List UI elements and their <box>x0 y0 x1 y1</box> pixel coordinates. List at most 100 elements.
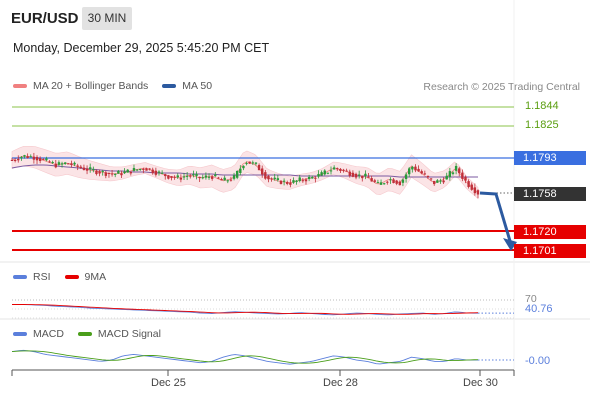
level-s1-tag: 1.1720 <box>514 225 586 239</box>
candle-body <box>35 156 39 161</box>
candle-body <box>245 163 248 165</box>
candle-body <box>279 180 283 184</box>
candle-body <box>17 158 20 161</box>
candle-body <box>451 172 455 174</box>
candle-body <box>10 160 14 161</box>
candle-body <box>423 173 427 175</box>
candle-body <box>185 175 189 177</box>
legend-item-ma50: MA 50 <box>162 80 212 92</box>
candle-body <box>370 178 373 182</box>
candle-body <box>235 170 239 178</box>
macd-value-label: -0.00 <box>525 355 551 367</box>
candle-body <box>289 182 292 185</box>
legend-swatch-rsi <box>13 275 27 279</box>
legend-item-rsi: RSI <box>13 271 51 283</box>
candle-body <box>176 175 179 178</box>
candle-body <box>376 182 380 184</box>
candle-body <box>458 168 461 174</box>
candle-body <box>386 181 389 183</box>
candle-body <box>26 156 29 158</box>
candle-body <box>317 173 320 177</box>
candle-body <box>132 168 136 171</box>
research-credit: Research © 2025 Trading Central <box>423 81 580 93</box>
candle-body <box>239 168 242 173</box>
candle-body <box>198 176 201 179</box>
candle-body <box>182 176 186 178</box>
candle-body <box>320 172 323 176</box>
candle-body <box>63 162 67 164</box>
candle-body <box>23 155 26 157</box>
candle-body <box>117 171 120 174</box>
legend-swatch-bollinger <box>13 84 27 88</box>
candle-body <box>442 180 445 183</box>
candle-body <box>57 162 61 165</box>
candle-body <box>45 158 48 161</box>
rsi-level-label: 70 <box>525 293 537 305</box>
legend-swatch-9ma <box>64 275 79 279</box>
legend-swatch-macd-signal <box>77 332 92 336</box>
candle-body <box>232 175 236 179</box>
legend-swatch-ma50 <box>162 84 177 88</box>
level-s2-tag: 1.1701 <box>514 244 586 258</box>
candle-body <box>67 163 70 165</box>
candle-body <box>439 180 442 182</box>
main-legend: MA 20 + Bollinger Bands MA 50 <box>13 80 226 92</box>
candle-body <box>54 163 57 168</box>
macd-signal-line <box>11 350 479 364</box>
candle-body <box>436 180 439 183</box>
rsi-value-label: 40.76 <box>525 303 553 315</box>
candle-body <box>357 174 361 176</box>
macd-legend: MACD MACD Signal <box>13 328 175 340</box>
rsi-9ma-line <box>12 304 479 315</box>
candle-body <box>301 180 305 182</box>
candle-body <box>395 180 398 184</box>
legend-item-macd-signal: MACD Signal <box>77 328 161 340</box>
candle-body <box>142 168 145 170</box>
candle-body <box>139 168 142 170</box>
candle-body <box>298 177 301 182</box>
candle-body <box>82 167 86 171</box>
candle-body <box>323 170 326 175</box>
candle-body <box>204 175 208 178</box>
legend-label-9ma: 9MA <box>84 271 107 283</box>
forecast-arrowhead <box>503 238 517 251</box>
candle-body <box>273 177 276 180</box>
candle-body <box>157 171 161 173</box>
candle-body <box>433 180 436 185</box>
last-price-tag: 1.1758 <box>514 187 586 201</box>
x-tick-label: Dec 28 <box>323 377 358 389</box>
candle-body <box>123 171 126 174</box>
legend-label-bollinger: MA 20 + Bollinger Bands <box>33 80 149 92</box>
candle-body <box>414 166 417 171</box>
candle-body <box>404 174 408 180</box>
candle-body <box>242 165 245 169</box>
candle-body <box>429 178 433 180</box>
candle-body <box>170 176 173 178</box>
legend-label-macd: MACD <box>33 328 64 340</box>
candle-body <box>145 168 148 171</box>
candle-body <box>70 163 73 165</box>
level-r2-label: 1.1844 <box>525 100 559 112</box>
candle-body <box>110 173 114 175</box>
timeframe-badge[interactable]: 30 MIN <box>82 7 132 30</box>
candle-body <box>248 161 251 164</box>
candle-body <box>332 167 336 170</box>
candle-body <box>342 169 345 171</box>
candle-body <box>448 171 452 178</box>
candle-body <box>470 184 473 190</box>
candle-body <box>392 179 395 184</box>
candle-body <box>251 162 255 164</box>
candle-body <box>411 166 414 170</box>
candle-body <box>164 174 167 177</box>
candle-body <box>207 176 211 178</box>
candle-body <box>151 169 154 174</box>
candle-body <box>51 162 54 164</box>
candle-body <box>261 168 264 175</box>
candle-body <box>192 174 195 176</box>
candle-body <box>154 170 158 175</box>
candle-body <box>373 180 376 182</box>
candle-body <box>467 181 470 187</box>
candle-body <box>167 175 170 179</box>
candle-body <box>95 170 98 175</box>
